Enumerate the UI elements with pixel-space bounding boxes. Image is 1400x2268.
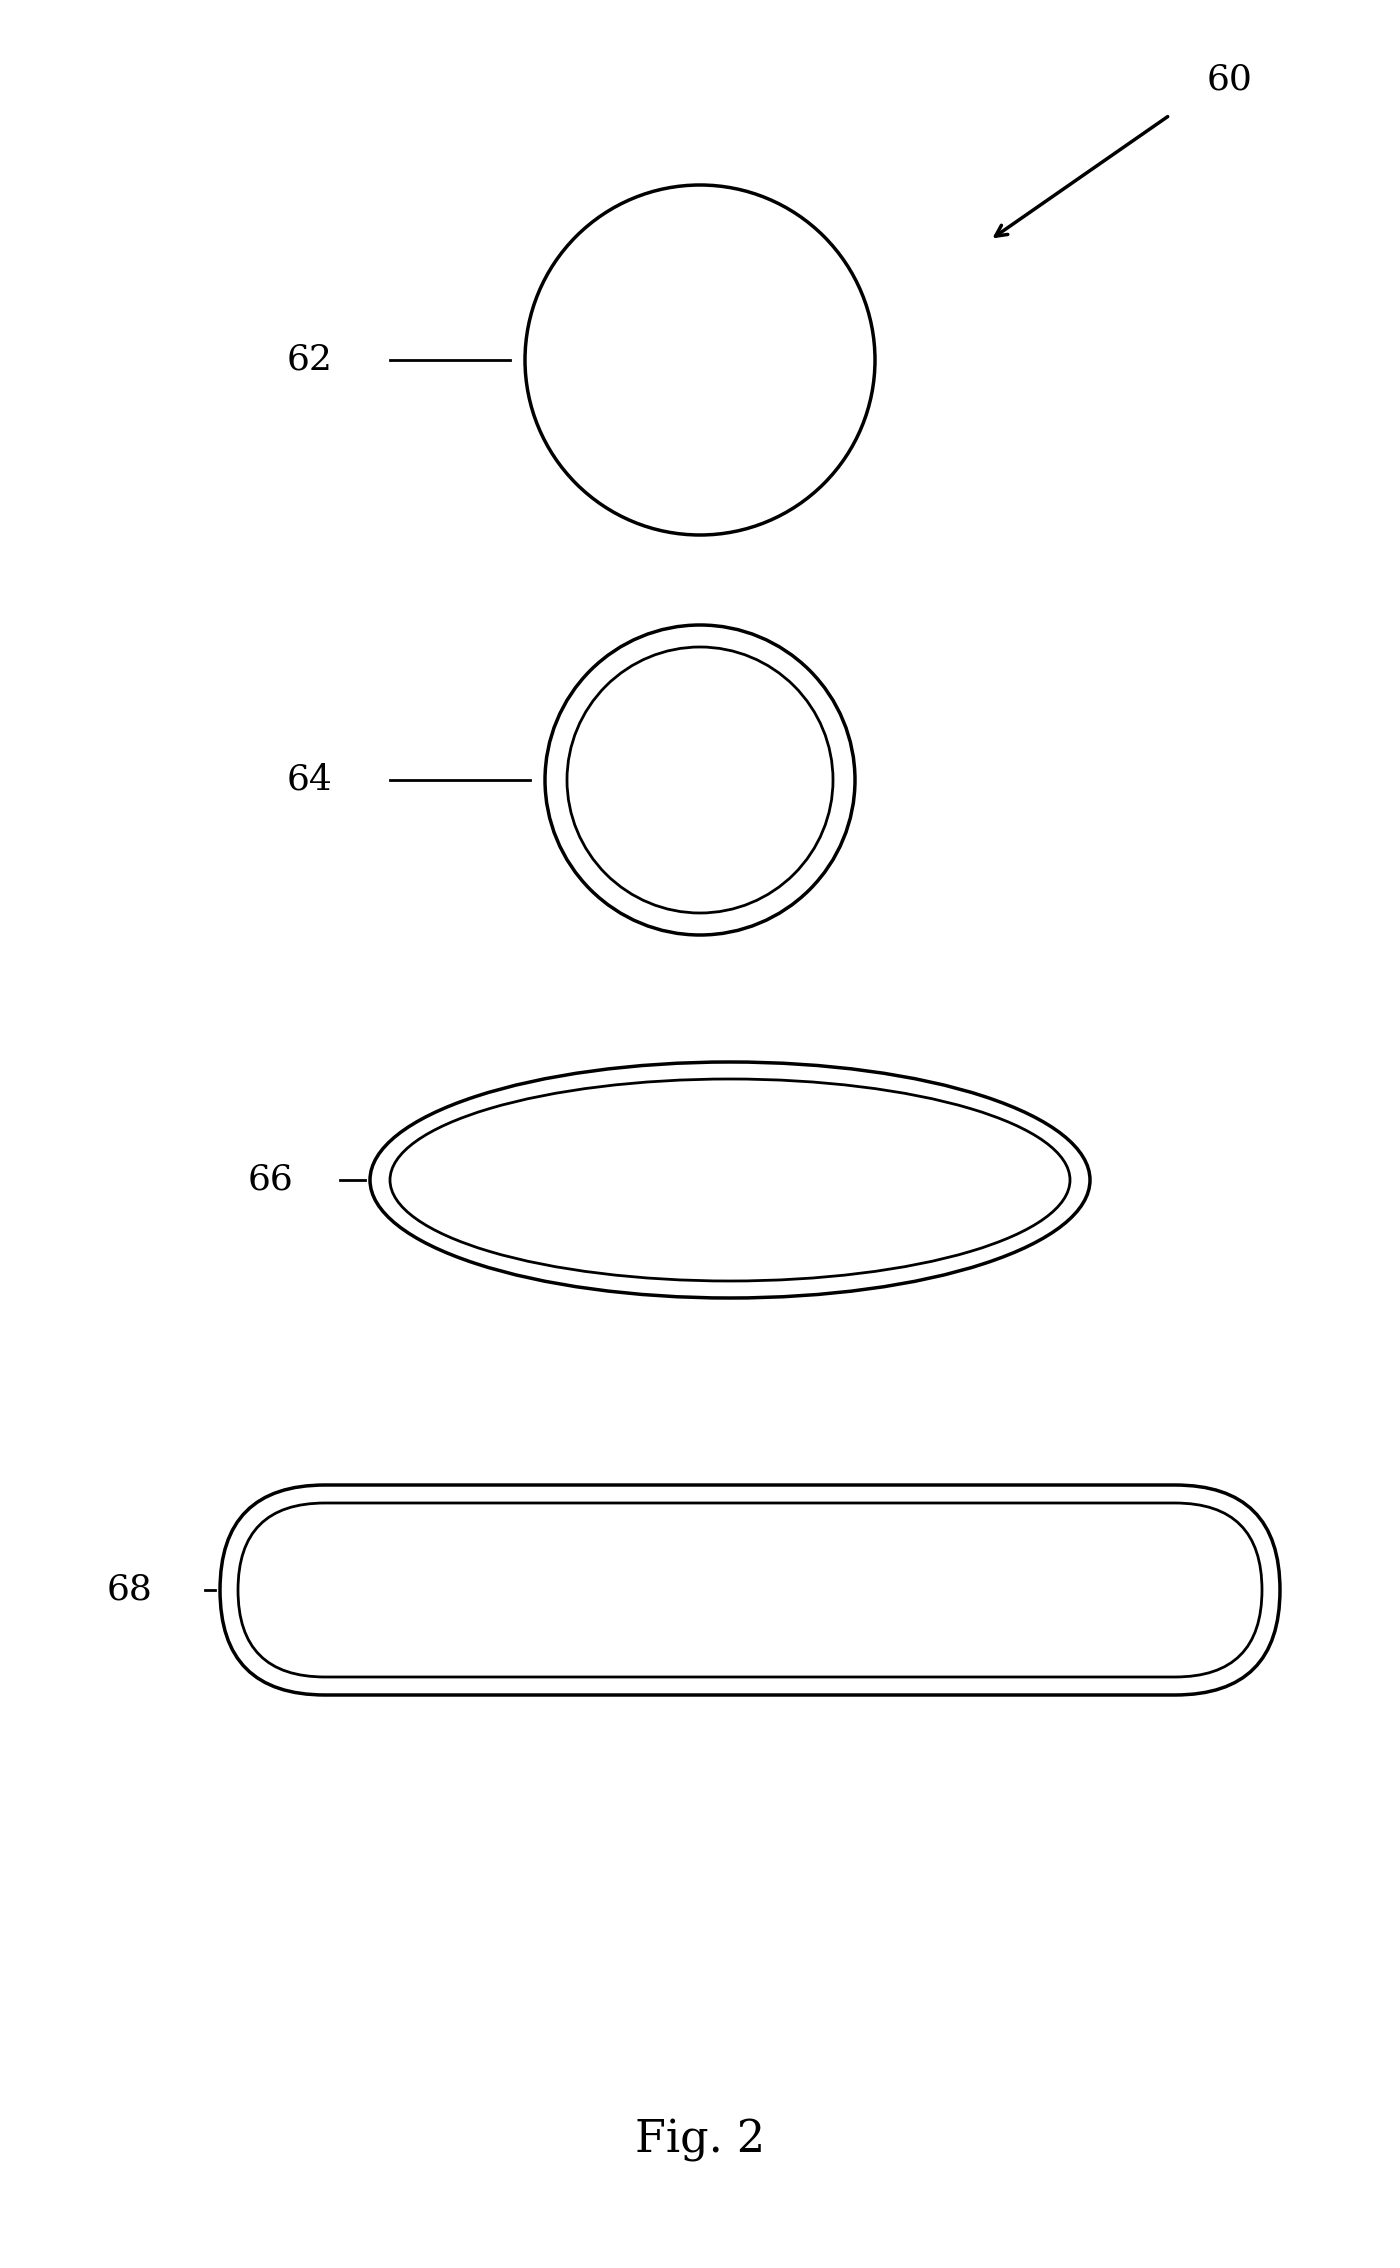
Text: 66: 66 [248, 1163, 293, 1198]
Text: 60: 60 [1207, 64, 1253, 98]
FancyBboxPatch shape [220, 1486, 1280, 1694]
Text: 64: 64 [287, 762, 333, 796]
Text: 68: 68 [106, 1574, 153, 1608]
Text: Fig. 2: Fig. 2 [636, 2118, 764, 2161]
Ellipse shape [370, 1061, 1091, 1297]
Text: 62: 62 [287, 342, 333, 376]
Ellipse shape [545, 626, 855, 934]
Ellipse shape [525, 186, 875, 535]
